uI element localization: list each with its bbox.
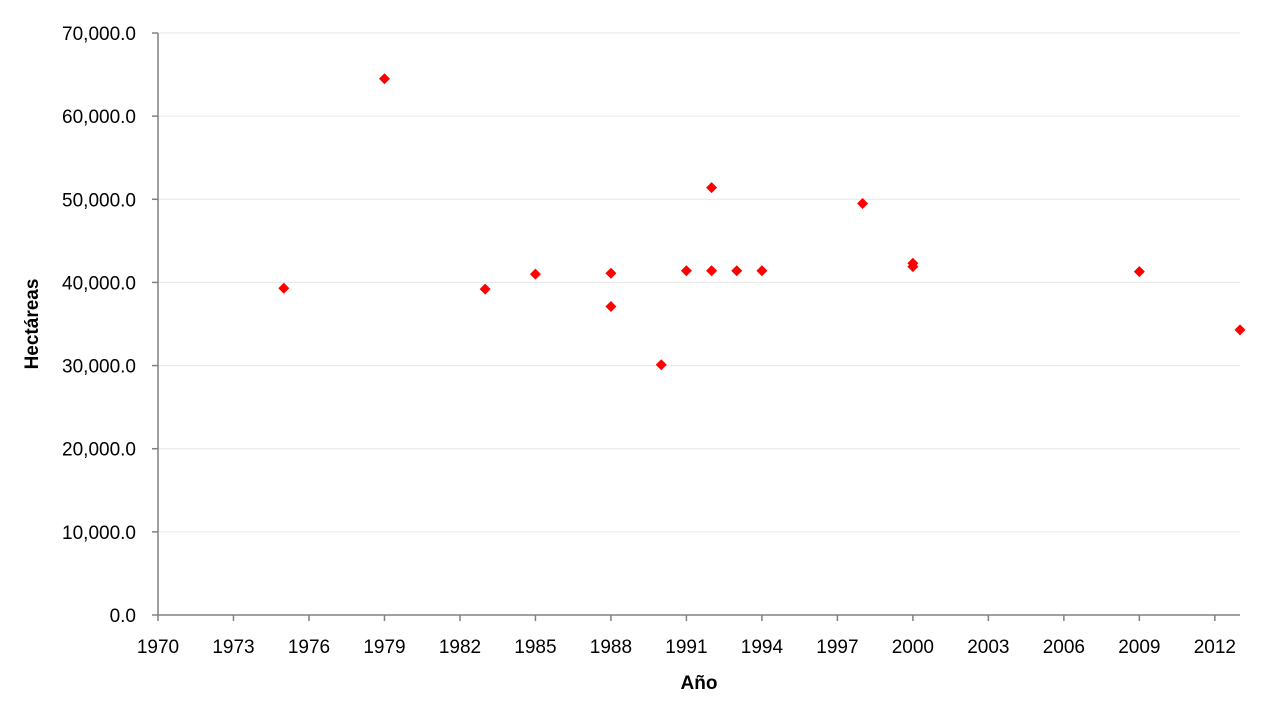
data-point <box>605 267 617 279</box>
y-tick-label: 70,000.0 <box>62 24 136 45</box>
x-tick-label: 1982 <box>439 637 481 658</box>
y-tick-label: 20,000.0 <box>62 440 136 461</box>
x-tick-label: 2003 <box>967 637 1009 658</box>
x-tick-label: 2000 <box>892 637 934 658</box>
x-tick-label: 1988 <box>590 637 632 658</box>
x-axis-title: Año <box>681 673 718 694</box>
data-point <box>857 197 869 209</box>
y-tick-label: 0.0 <box>110 606 136 627</box>
data-point <box>680 265 692 277</box>
data-point <box>907 261 919 273</box>
data-point <box>278 282 290 294</box>
x-tick-label: 2006 <box>1043 637 1085 658</box>
x-tick-label: 1991 <box>665 637 707 658</box>
data-point <box>731 265 743 277</box>
data-point <box>706 265 718 277</box>
y-axis-title: Hectáreas <box>22 279 43 370</box>
y-tick-label: 60,000.0 <box>62 107 136 128</box>
data-point <box>1133 266 1145 278</box>
x-tick-label: 1985 <box>514 637 556 658</box>
data-points <box>278 73 1246 371</box>
data-point <box>706 182 718 194</box>
y-tick-label: 30,000.0 <box>62 357 136 378</box>
y-tick-label: 10,000.0 <box>62 523 136 544</box>
tick-labels: 0.0 10,000.0 20,000.0 30,000.0 40,000.0 50,00… <box>62 24 1236 658</box>
y-tick-label: 50,000.0 <box>62 190 136 211</box>
y-tick-label: 40,000.0 <box>62 273 136 294</box>
x-tick-label: 1994 <box>741 637 784 658</box>
data-point <box>1234 324 1246 336</box>
data-point <box>605 301 617 313</box>
x-tick-label: 1997 <box>816 637 858 658</box>
axes <box>152 32 1240 621</box>
data-point <box>479 283 491 295</box>
data-point <box>529 268 541 280</box>
data-point <box>655 359 667 371</box>
data-point <box>756 265 768 277</box>
x-tick-label: 1973 <box>212 637 254 658</box>
x-tick-label: 2012 <box>1194 637 1236 658</box>
gridlines <box>158 32 1240 533</box>
x-tick-label: 1970 <box>137 637 179 658</box>
x-tick-label: 1976 <box>288 637 330 658</box>
data-point <box>378 73 390 85</box>
x-tick-label: 1979 <box>363 637 405 658</box>
x-tick-label: 2009 <box>1118 637 1160 658</box>
